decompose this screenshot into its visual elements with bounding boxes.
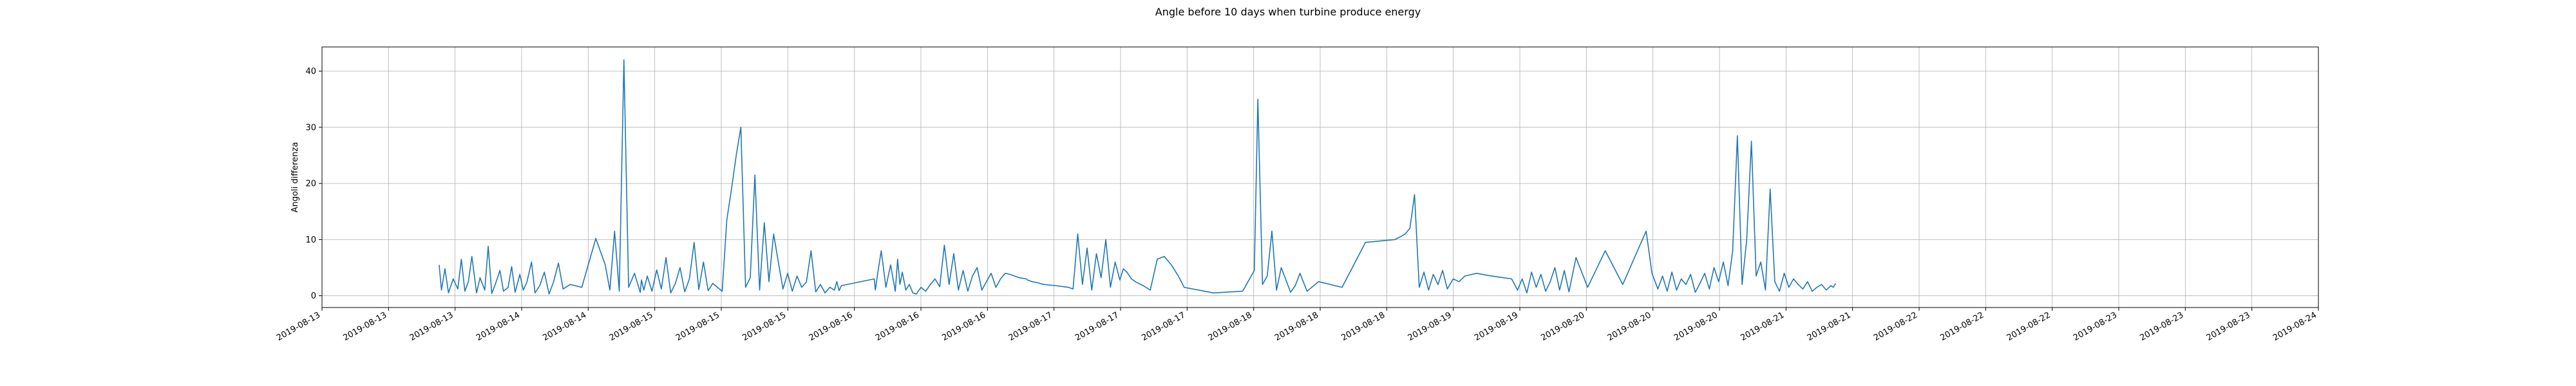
x-tick-label: 2019-08-13 (341, 310, 388, 343)
x-tick-label: 2019-08-17 (1007, 310, 1054, 343)
x-tick-label: 2019-08-16 (940, 310, 987, 343)
x-tick-label: 2019-08-21 (1739, 310, 1786, 343)
x-tick-label: 2019-08-19 (1473, 310, 1520, 343)
x-tick-label: 2019-08-15 (674, 310, 721, 343)
y-tick-label: 10 (305, 235, 316, 245)
x-tick-label: 2019-08-17 (1074, 310, 1121, 343)
x-axis-ticks: 2019-08-13 2019-08-13 2019-08-13 2019-08-14… (275, 308, 2319, 343)
x-tick-label: 2019-08-20 (1672, 310, 1719, 343)
y-tick-label: 40 (305, 67, 316, 77)
y-axis-ticks: 0 10 20 30 40 (305, 67, 322, 301)
x-tick-label: 2019-08-18 (1273, 310, 1320, 343)
x-tick-label: 2019-08-22 (1938, 310, 1985, 343)
x-tick-label: 2019-08-15 (741, 310, 788, 343)
x-tick-label: 2019-08-15 (608, 310, 655, 343)
x-tick-label: 2019-08-23 (2072, 310, 2119, 343)
series-line (439, 59, 1837, 295)
x-tick-label: 2019-08-18 (1207, 310, 1254, 343)
x-tick-label: 2019-08-13 (408, 310, 455, 343)
x-tick-label: 2019-08-20 (1539, 310, 1586, 343)
y-tick-label: 20 (305, 179, 316, 189)
x-tick-label: 2019-08-17 (1140, 310, 1187, 343)
x-tick-label: 2019-08-16 (874, 310, 921, 343)
x-tick-label: 2019-08-22 (2005, 310, 2052, 343)
x-tick-label: 2019-08-23 (2138, 310, 2185, 343)
x-tick-label: 2019-08-14 (541, 310, 588, 343)
series-layer (439, 59, 1837, 295)
y-axis-label: Angoli differenza (290, 142, 300, 213)
x-tick-label: 2019-08-16 (808, 310, 855, 343)
x-tick-label: 2019-08-23 (2205, 310, 2252, 343)
chart-title: Angle before 10 days when turbine produc… (1155, 6, 1421, 18)
y-tick-label: 0 (311, 291, 316, 301)
x-tick-label: 2019-08-24 (2271, 310, 2318, 343)
x-tick-label: 2019-08-18 (1340, 310, 1387, 343)
x-tick-label: 2019-08-20 (1606, 310, 1653, 343)
y-tick-label: 30 (305, 123, 316, 133)
x-tick-label: 2019-08-19 (1406, 310, 1454, 343)
x-tick-label: 2019-08-22 (1872, 310, 1919, 343)
x-tick-label: 2019-08-13 (275, 310, 322, 343)
x-tick-label: 2019-08-21 (1806, 310, 1853, 343)
x-tick-label: 2019-08-14 (475, 310, 522, 343)
